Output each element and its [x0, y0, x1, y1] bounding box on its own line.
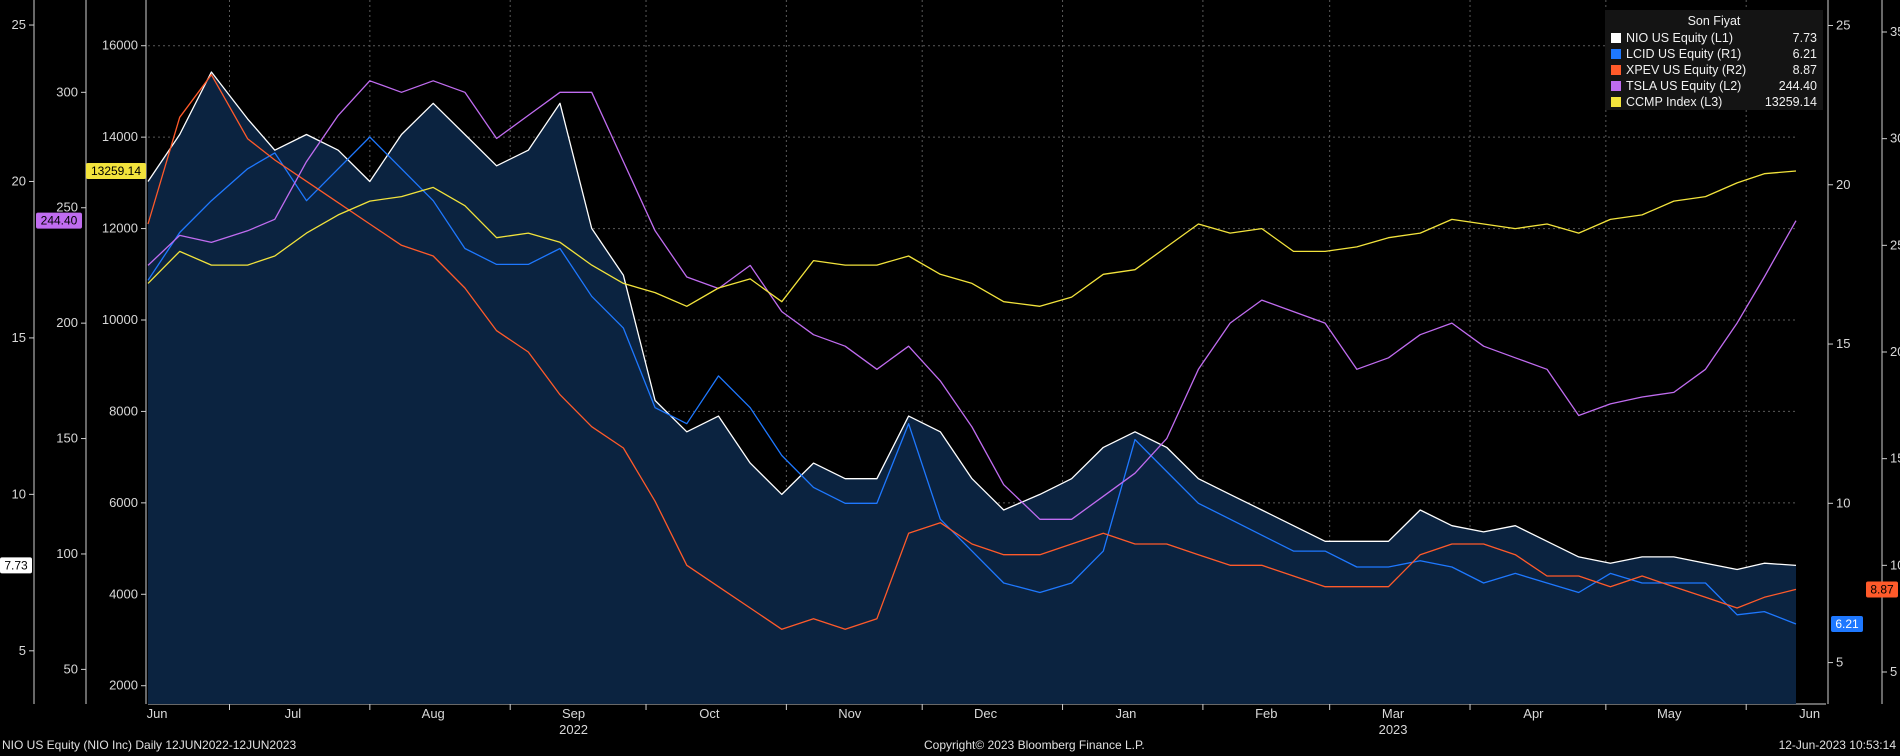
last-value-label-l2: 244.40	[41, 214, 78, 228]
y-tick-label-l3: 4000	[109, 586, 138, 601]
y-tick-label-r1: 10	[1836, 495, 1850, 510]
y-tick-label-r1: 25	[1836, 17, 1850, 32]
x-year-label: 2022	[559, 722, 588, 737]
y-tick-label-l1: 10	[12, 486, 26, 501]
y-tick-label-r2: 10	[1890, 557, 1900, 572]
legend-item-xpev: XPEV US Equity (R2) 8.87	[1605, 62, 1823, 78]
legend-item-tsla: TSLA US Equity (L2) 244.40	[1605, 78, 1823, 94]
y-tick-label-r1: 20	[1836, 177, 1850, 192]
y-tick-label-l3: 12000	[102, 221, 138, 236]
legend-swatch	[1611, 49, 1621, 59]
x-tick-label: Aug	[422, 706, 445, 721]
y-tick-label-l3: 16000	[102, 38, 138, 53]
y-tick-label-r2: 35	[1890, 24, 1900, 39]
y-tick-label-l3: 8000	[109, 403, 138, 418]
last-value-tag-l2	[36, 212, 82, 229]
last-value-label-r2: 8.87	[1870, 582, 1894, 596]
y-tick-label-r2: 15	[1890, 451, 1900, 466]
x-year-label: 2023	[1379, 722, 1408, 737]
legend-title: Son Fiyat	[1687, 14, 1741, 28]
y-tick-label-l2: 250	[56, 200, 78, 215]
y-tick-label-l2: 300	[56, 84, 78, 99]
x-tick-label: Oct	[699, 706, 720, 721]
y-tick-label-l1: 25	[12, 17, 26, 32]
axis-ticks: 5 10 15 20 25 50 100 150 200 250 300 2000 4000 6000 80…	[12, 17, 1900, 737]
last-value-tags: 7.73 244.40 13259.14 6.21 8.87	[0, 163, 1898, 633]
last-value-tag-l3	[86, 163, 146, 180]
y-tick-label-r2: 25	[1890, 237, 1900, 252]
y-tick-label-l3: 6000	[109, 495, 138, 510]
x-tick-label: May	[1657, 706, 1682, 721]
last-value-tag-r1	[1831, 616, 1863, 633]
legend-item-nio: NIO US Equity (L1) 7.73	[1605, 30, 1823, 46]
x-tick-label: Jun	[147, 706, 168, 721]
x-tick-label: Apr	[1523, 706, 1544, 721]
x-tick-label: Nov	[838, 706, 862, 721]
legend: Son Fiyat NIO US Equity (L1) 7.73 LCID US…	[1605, 10, 1823, 110]
last-value-label-l3: 13259.14	[91, 164, 141, 178]
y-tick-label-r2: 30	[1890, 131, 1900, 146]
x-tick-label: Mar	[1382, 706, 1405, 721]
y-tick-label-l2: 150	[56, 431, 78, 446]
plot-area	[147, 71, 1797, 704]
legend-value: 244.40	[1778, 79, 1817, 93]
x-tick-label: Dec	[974, 706, 998, 721]
legend-swatch	[1611, 33, 1621, 43]
y-tick-label-l1: 20	[12, 173, 26, 188]
legend-label: CCMP Index (L3)	[1626, 95, 1723, 109]
y-tick-label-r2: 20	[1890, 344, 1900, 359]
series-area-nio-us-equity-l1	[148, 72, 1796, 704]
last-value-tag-l1	[0, 557, 32, 574]
legend-value: 7.73	[1792, 31, 1817, 45]
legend-label: XPEV US Equity (R2)	[1626, 63, 1747, 77]
legend-swatch	[1611, 97, 1621, 107]
legend-value: 6.21	[1792, 47, 1817, 61]
x-tick-label: Jan	[1115, 706, 1136, 721]
series-line-ccmp-index-l3	[147, 170, 1797, 307]
x-tick-label: Jul	[285, 706, 302, 721]
y-tick-label-l3: 14000	[102, 129, 138, 144]
series-line-xpev-us-equity-r2	[147, 74, 1797, 630]
legend-value: 13259.14	[1764, 95, 1817, 109]
y-tick-label-l3: 2000	[109, 678, 138, 693]
legend-label: TSLA US Equity (L2)	[1626, 79, 1742, 93]
legend-swatch	[1611, 81, 1621, 91]
legend-value: 8.87	[1792, 63, 1817, 77]
y-tick-label-l1: 15	[12, 330, 26, 345]
series-line-nio-us-equity-l1	[147, 71, 1797, 571]
footer-copyright: Copyright© 2023 Bloomberg Finance L.P.	[924, 738, 1145, 752]
y-tick-label-r2: 5	[1890, 664, 1897, 679]
y-tick-label-r1: 15	[1836, 336, 1850, 351]
y-tick-label-l3: 10000	[102, 312, 138, 327]
legend-item-lcid: LCID US Equity (R1) 6.21	[1605, 46, 1823, 62]
last-value-label-l1: 7.73	[4, 558, 28, 572]
legend-label: LCID US Equity (R1)	[1626, 47, 1742, 61]
y-tick-label-l2: 100	[56, 546, 78, 561]
y-tick-label-l1: 5	[19, 643, 26, 658]
legend-item-ccmp: CCMP Index (L3) 13259.14	[1605, 94, 1823, 110]
y-tick-label-l2: 50	[64, 661, 78, 676]
legend-swatch	[1611, 65, 1621, 75]
legend-label: NIO US Equity (L1)	[1626, 31, 1733, 45]
x-tick-label: Sep	[562, 706, 585, 721]
last-value-label-r1: 6.21	[1835, 617, 1859, 631]
footer-timestamp: 12-Jun-2023 10:53:14	[1778, 738, 1896, 752]
series-line-tsla-us-equity-l2	[147, 80, 1797, 520]
footer-series-info: NIO US Equity (NIO Inc) Daily 12JUN2022-…	[2, 738, 297, 752]
x-tick-label: Feb	[1255, 706, 1277, 721]
y-tick-label-r1: 5	[1836, 655, 1843, 670]
y-tick-label-l2: 200	[56, 315, 78, 330]
x-tick-label: Jun	[1799, 706, 1820, 721]
last-value-tag-r2	[1866, 581, 1898, 598]
